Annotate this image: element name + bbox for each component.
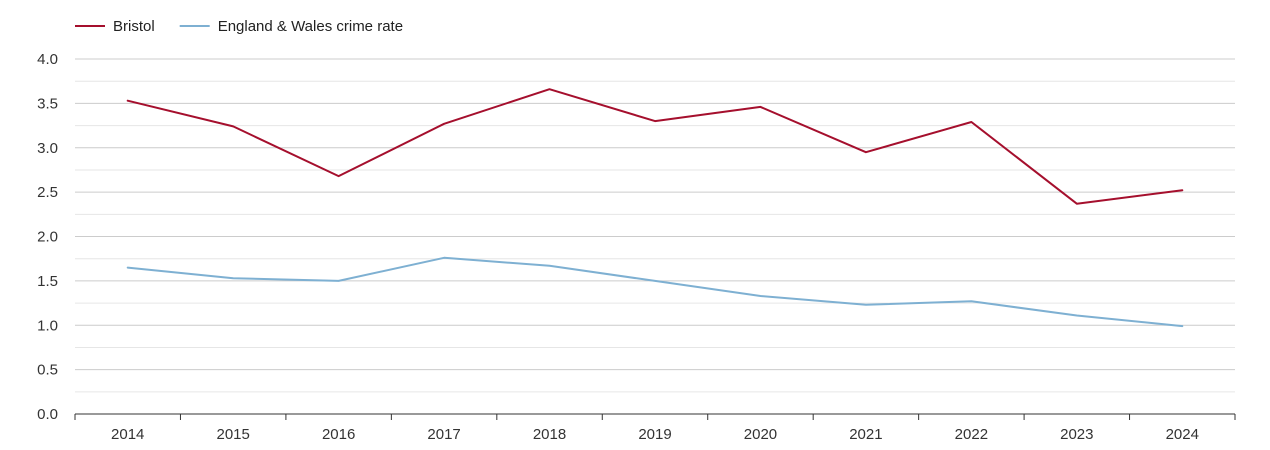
y-tick-label: 3.5 [37,95,58,112]
y-tick-label: 2.0 [37,229,58,246]
x-tick-label: 2014 [111,426,144,443]
series-lines [126,88,1184,328]
x-tick-label: 2022 [955,426,988,443]
series-line-1 [126,88,1184,205]
y-tick-label: 1.0 [37,317,58,334]
x-tick-label: 2015 [216,426,249,443]
y-tick-label: 3.0 [37,140,58,157]
legend-label-1: Bristol [113,18,155,35]
y-tick-label: 4.0 [37,51,58,68]
y-tick-label: 0.0 [37,406,58,423]
legend: Bristol England & Wales crime rate [75,18,403,35]
legend-label-2: England & Wales crime rate [218,18,403,35]
x-tick-label: 2016 [322,426,355,443]
y-tick-label: 1.5 [37,273,58,290]
x-tick-label: 2023 [1060,426,1093,443]
x-tick-label: 2019 [638,426,671,443]
x-tick-label: 2020 [744,426,777,443]
grid-lines [75,58,1235,393]
x-tick-label: 2018 [533,426,566,443]
y-tick-label: 0.5 [37,362,58,379]
series-line-2 [126,256,1184,328]
y-tick-label: 2.5 [37,184,58,201]
x-tick-label: 2021 [849,426,882,443]
x-tick-label: 2017 [427,426,460,443]
axes: 0.0 0.5 1.0 1.5 2.0 2.5 3.0 3.5 4.0 2014 2015 2016 2… [37,51,1236,443]
x-tick-label: 2024 [1166,426,1199,443]
